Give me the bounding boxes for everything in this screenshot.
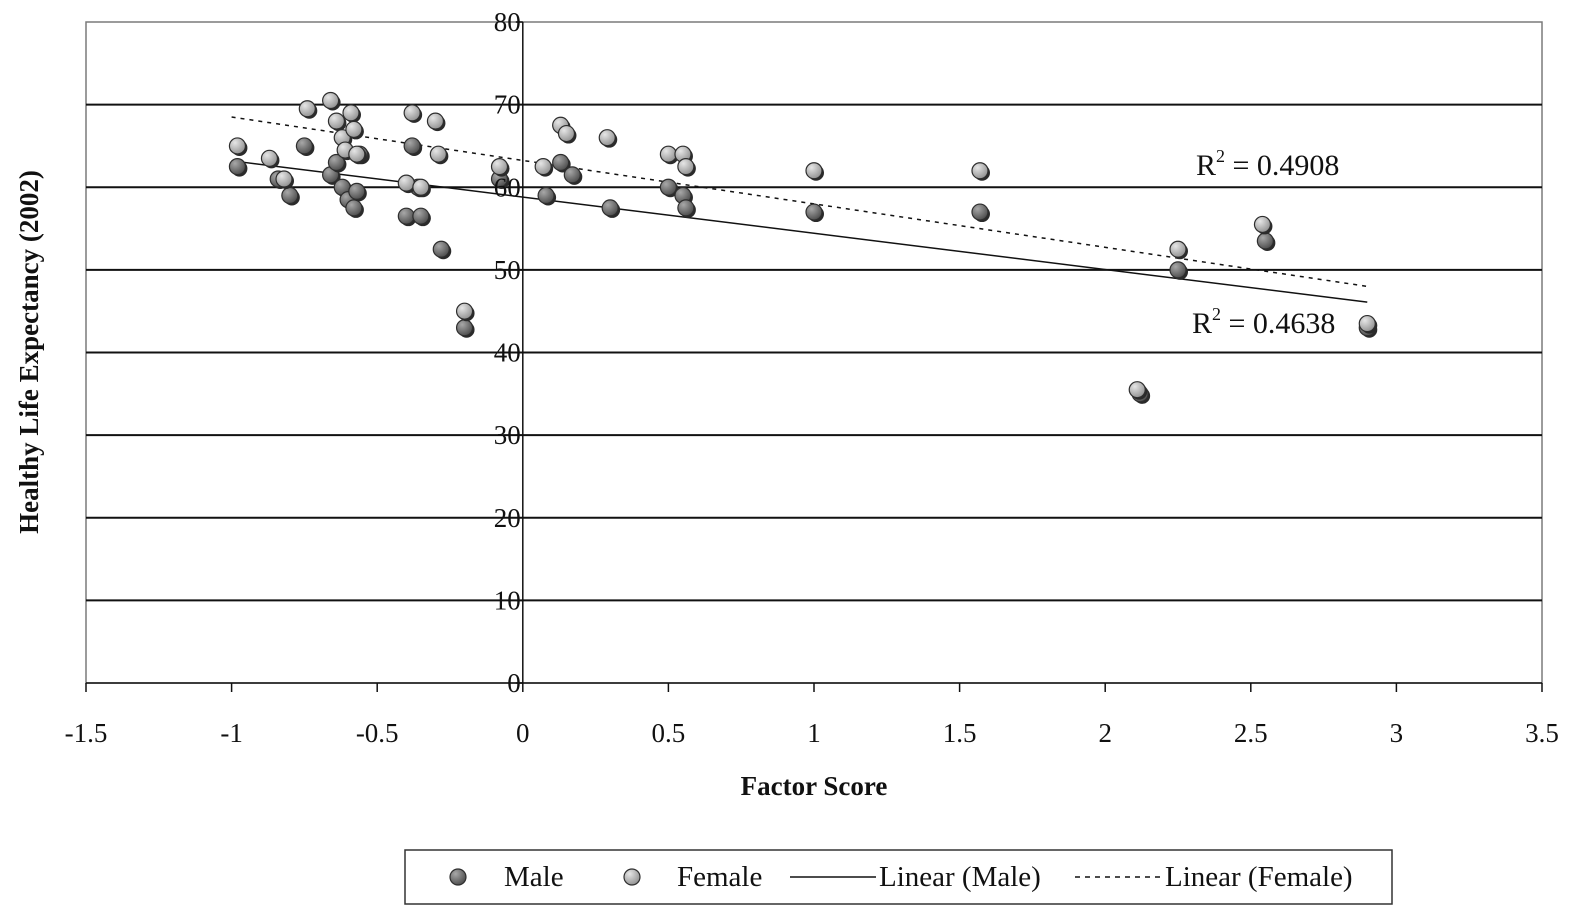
- x-tick-label-3.5: 3.5: [1525, 718, 1559, 748]
- male-point: [1169, 261, 1187, 279]
- male-point: [537, 186, 555, 205]
- male-point: [552, 153, 570, 172]
- male-point: [348, 182, 366, 200]
- y-tick-label-80: 80: [494, 7, 521, 37]
- legend-male-label: Male: [504, 861, 564, 893]
- female-point: [805, 162, 823, 180]
- y-tick-label-10: 10: [494, 585, 521, 615]
- female-point: [298, 100, 316, 118]
- male-point: [412, 207, 430, 225]
- y-tick-label-40: 40: [494, 338, 521, 368]
- male-point: [345, 199, 363, 217]
- female-point: [327, 112, 346, 130]
- female-point: [455, 302, 474, 320]
- x-tick-label-1: 1: [807, 718, 821, 748]
- x-tick-label--1.5: -1.5: [65, 718, 108, 748]
- x-tick-label--1: -1: [220, 718, 243, 748]
- female-point: [659, 145, 678, 163]
- female-point: [412, 178, 430, 196]
- tick-labels: 0 10 20 30 40 50 60 70 80 -1.5 -1 -0.5 0 0.5 1 1.5 2 2.5 3…: [65, 7, 1559, 748]
- female-point: [426, 112, 445, 130]
- male-point: [601, 199, 619, 217]
- y-tick-label-70: 70: [494, 90, 521, 120]
- x-tick-label-2.5: 2.5: [1234, 718, 1268, 748]
- female-point: [1169, 240, 1187, 258]
- female-point: [971, 162, 989, 180]
- female-point: [1358, 314, 1376, 333]
- female-point: [598, 129, 616, 147]
- x-tick-label-0.5: 0.5: [652, 718, 686, 748]
- y-tick-label-60: 60: [494, 172, 521, 202]
- female-point: [534, 157, 552, 176]
- male-point: [563, 166, 581, 184]
- female-point: [275, 170, 293, 188]
- male-point: [432, 240, 450, 258]
- legend-linear-male-label: Linear (Male): [879, 861, 1041, 893]
- x-tick-label-1.5: 1.5: [943, 718, 977, 748]
- gridlines: [86, 103, 1542, 602]
- male-point: [281, 186, 299, 205]
- y-tick-label-50: 50: [494, 255, 521, 285]
- female-point: [429, 145, 447, 163]
- female-point: [677, 157, 695, 176]
- male-point: [455, 319, 474, 337]
- x-tick-label-0: 0: [516, 718, 530, 748]
- y-axis-title: Healthy Life Expectancy (2002): [14, 170, 44, 534]
- female-point: [397, 174, 415, 192]
- x-tick-label--0.5: -0.5: [356, 718, 399, 748]
- female-point: [228, 137, 247, 155]
- x-axis-title: Factor Score: [741, 771, 888, 801]
- x-tick-label-3: 3: [1390, 718, 1404, 748]
- male-point: [403, 137, 421, 155]
- male-point: [228, 157, 247, 176]
- axes: [85, 21, 1543, 692]
- male-point: [397, 207, 415, 225]
- male-point: [659, 178, 678, 196]
- legend-linear-female-label: Linear (Female): [1165, 861, 1353, 893]
- x-tick-label-2: 2: [1098, 718, 1112, 748]
- male-point: [295, 137, 313, 155]
- male-point: [971, 203, 989, 221]
- legend-female-label: Female: [677, 861, 762, 893]
- y-tick-label-0: 0: [507, 668, 521, 698]
- y-tick-label-20: 20: [494, 503, 521, 533]
- female-point: [342, 104, 360, 122]
- female-point: [557, 124, 576, 143]
- r2-male-annotation: R2 = 0.4638: [1192, 304, 1335, 340]
- y-tick-label-30: 30: [494, 420, 521, 450]
- female-point: [490, 157, 509, 176]
- male-point: [677, 199, 695, 217]
- female-point: [403, 104, 421, 122]
- female-point: [322, 91, 340, 110]
- female-point: [345, 120, 363, 139]
- female-point: [260, 149, 279, 167]
- legend-box: [404, 849, 1393, 905]
- legend-male-marker: [449, 868, 467, 886]
- female-point: [1128, 381, 1146, 399]
- legend-female-marker: [623, 868, 641, 886]
- male-point: [805, 203, 823, 221]
- female-point: [348, 145, 366, 163]
- data-points: [228, 91, 1378, 404]
- legend: Male Female Linear (Male) Linear (Female…: [404, 849, 1393, 905]
- female-point: [1253, 215, 1272, 234]
- male-point: [1256, 232, 1274, 250]
- r2-female-annotation: R2 = 0.4908: [1196, 146, 1339, 182]
- male-point: [327, 153, 346, 172]
